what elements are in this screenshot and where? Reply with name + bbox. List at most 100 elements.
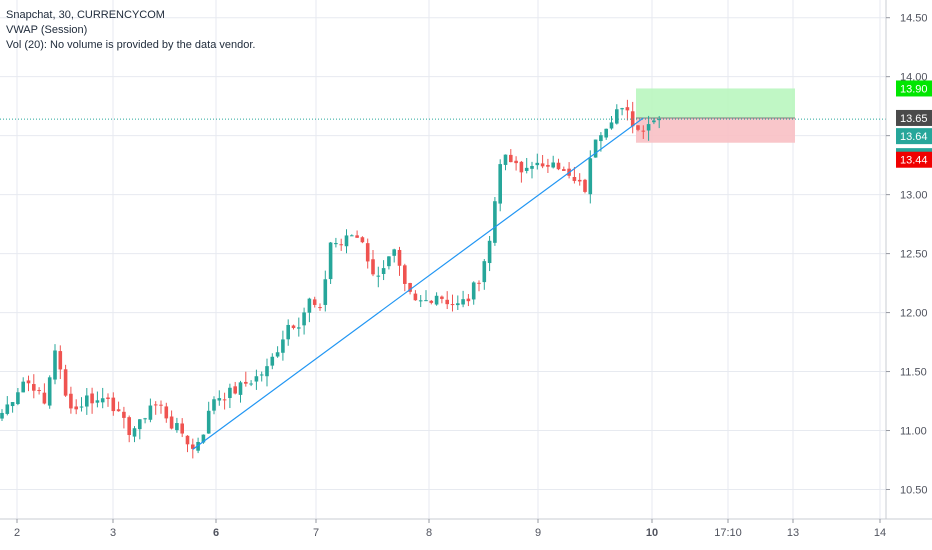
- candle: [116, 401, 121, 412]
- candle-body: [244, 381, 248, 384]
- candle: [148, 398, 153, 423]
- candle-body: [535, 162, 540, 166]
- candle: [456, 295, 460, 311]
- candle: [381, 260, 386, 281]
- candle-body: [191, 444, 195, 449]
- candle: [259, 371, 264, 382]
- candles: [0, 99, 661, 459]
- candle: [350, 234, 354, 237]
- price-tick-label: 11.50: [900, 367, 927, 379]
- price-badge-current: 13.64: [896, 128, 932, 145]
- price-badge-label: 13.90: [900, 83, 928, 95]
- candle: [376, 266, 381, 288]
- candle-body: [593, 139, 598, 158]
- candle-body: [196, 441, 200, 451]
- chart-legend: Snapchat, 30, CURRENCYCOM VWAP (Session)…: [6, 8, 255, 53]
- price-badge-bg: [896, 151, 932, 168]
- candle-body: [328, 242, 333, 280]
- candle: [360, 236, 365, 244]
- candle-body: [604, 128, 608, 138]
- candle: [466, 294, 471, 307]
- candle: [307, 297, 312, 323]
- candle-body: [519, 161, 524, 173]
- candle-body: [376, 275, 381, 277]
- candle: [297, 317, 301, 337]
- candle: [646, 115, 651, 141]
- candle: [0, 409, 4, 421]
- candle-body: [524, 167, 529, 171]
- candle: [577, 173, 582, 186]
- candle-body: [418, 300, 423, 302]
- time-tick-label: 8: [426, 527, 432, 539]
- candle-body: [132, 428, 137, 437]
- candle-body: [185, 435, 190, 445]
- candle: [159, 400, 163, 414]
- candle-body: [159, 404, 163, 406]
- candle-body: [21, 381, 25, 393]
- time-axis-bg: [0, 519, 932, 550]
- candle-body: [254, 376, 259, 382]
- candle-body: [16, 392, 20, 404]
- candle-body: [445, 299, 449, 305]
- candle-body: [217, 398, 222, 401]
- candle: [593, 139, 598, 158]
- candle: [90, 387, 94, 414]
- trendline: [192, 117, 644, 450]
- candle: [615, 104, 619, 125]
- candle: [122, 406, 126, 429]
- price-badge-bg: [896, 128, 932, 145]
- candle-body: [58, 351, 63, 370]
- time-tick-label: 13: [787, 527, 799, 539]
- candle-body: [408, 282, 412, 292]
- candle: [74, 399, 78, 415]
- candle: [657, 115, 661, 129]
- candle-body: [334, 243, 338, 245]
- candle-body: [397, 249, 402, 266]
- candle-body: [562, 169, 566, 171]
- candle: [228, 383, 232, 409]
- candle: [127, 415, 131, 443]
- candle: [498, 159, 502, 212]
- price-badge-bg: [896, 109, 932, 126]
- candle: [58, 345, 63, 380]
- legend-symbol[interactable]: Snapchat, 30, CURRENCYCOM: [6, 9, 165, 21]
- candle-body: [551, 162, 555, 168]
- candle: [191, 438, 195, 459]
- candle: [164, 402, 169, 423]
- candle: [583, 178, 587, 194]
- candle: [32, 374, 36, 399]
- candle: [265, 358, 269, 387]
- candle-body: [10, 402, 15, 407]
- candle-body: [461, 299, 465, 305]
- candle: [450, 294, 455, 312]
- candle: [524, 157, 529, 174]
- candle-body: [641, 130, 646, 132]
- candle-body: [540, 163, 545, 167]
- candle-body: [153, 404, 158, 406]
- candle-body: [143, 418, 147, 420]
- candle: [562, 166, 566, 171]
- candle-body: [42, 392, 47, 404]
- candle: [291, 324, 296, 330]
- candle-body: [249, 383, 253, 385]
- candle-body: [69, 393, 73, 409]
- candle-body: [233, 386, 237, 394]
- candle-body: [175, 423, 179, 431]
- candle-body: [381, 268, 386, 274]
- candle: [275, 346, 280, 358]
- candle-body: [26, 380, 31, 384]
- candle-body: [514, 160, 518, 164]
- time-tick-label: 14: [874, 527, 886, 539]
- candle: [169, 410, 174, 430]
- legend-vwap[interactable]: VWAP (Session): [6, 24, 88, 36]
- candle-body: [201, 434, 206, 443]
- candle-body: [122, 411, 126, 418]
- candle: [79, 397, 84, 412]
- candle: [132, 426, 137, 443]
- candle-body: [32, 384, 36, 391]
- legend-volume[interactable]: Vol (20): No volume is provided by the d…: [6, 39, 256, 51]
- candle-body: [530, 166, 534, 169]
- candle-body: [95, 400, 100, 403]
